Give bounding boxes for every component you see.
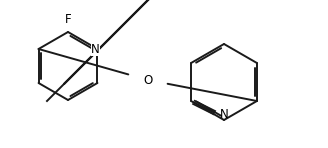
Text: O: O xyxy=(143,74,153,86)
Text: N: N xyxy=(220,108,229,122)
Text: F: F xyxy=(65,13,71,26)
Text: N: N xyxy=(91,42,100,56)
